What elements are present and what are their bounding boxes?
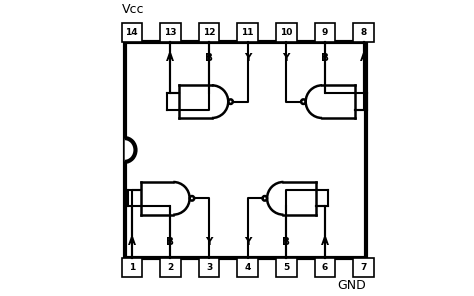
- Text: 12: 12: [203, 28, 215, 37]
- Text: B: B: [283, 237, 290, 247]
- Text: Y: Y: [205, 237, 213, 247]
- Bar: [121, 258, 142, 276]
- Text: 1: 1: [128, 263, 135, 272]
- Bar: [199, 258, 219, 276]
- Bar: [125, 42, 366, 258]
- Text: A: A: [166, 53, 174, 62]
- Text: 6: 6: [322, 263, 328, 272]
- Text: Y: Y: [283, 53, 290, 62]
- Text: A: A: [321, 237, 329, 247]
- Text: 13: 13: [164, 28, 177, 37]
- Text: 11: 11: [241, 28, 254, 37]
- Bar: [199, 23, 219, 42]
- Text: 3: 3: [206, 263, 212, 272]
- Text: 7: 7: [360, 263, 367, 272]
- Text: Y: Y: [244, 237, 251, 247]
- Text: Y: Y: [244, 53, 251, 62]
- Text: 5: 5: [283, 263, 290, 272]
- Text: Vcc: Vcc: [121, 3, 144, 16]
- Text: 10: 10: [280, 28, 292, 37]
- Text: A: A: [128, 237, 136, 247]
- Text: 4: 4: [245, 263, 251, 272]
- Bar: [160, 23, 181, 42]
- Bar: [353, 258, 374, 276]
- Text: GND: GND: [337, 279, 366, 292]
- Text: B: B: [205, 53, 213, 62]
- Wedge shape: [125, 139, 136, 161]
- Text: B: B: [166, 237, 174, 247]
- Bar: [160, 258, 181, 276]
- Text: 14: 14: [126, 28, 138, 37]
- Bar: [237, 258, 258, 276]
- Bar: [276, 23, 297, 42]
- Bar: [237, 23, 258, 42]
- Text: 2: 2: [167, 263, 173, 272]
- Text: 8: 8: [360, 28, 367, 37]
- Bar: [353, 23, 374, 42]
- Text: 9: 9: [322, 28, 328, 37]
- Bar: [121, 23, 142, 42]
- Bar: [315, 23, 335, 42]
- Text: A: A: [359, 53, 367, 62]
- Text: B: B: [321, 53, 329, 62]
- Bar: [315, 258, 335, 276]
- Bar: [276, 258, 297, 276]
